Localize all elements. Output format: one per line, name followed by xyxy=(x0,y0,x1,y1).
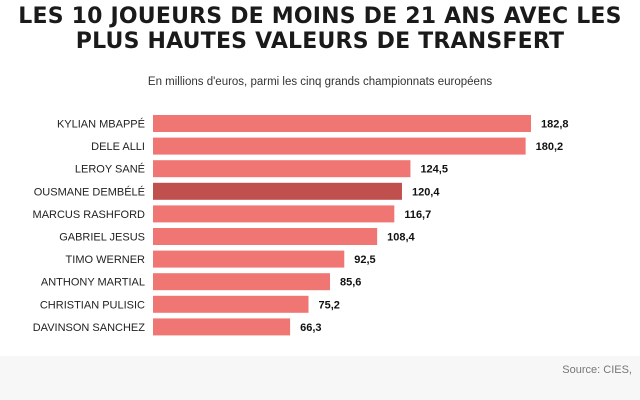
value-label: 182,8 xyxy=(541,119,569,131)
value-label: 66,3 xyxy=(300,322,321,334)
bar xyxy=(153,250,345,268)
category-label: OUSMANE DEMBÉLÉ xyxy=(34,185,145,198)
chart-subtitle: En millions d'euros, parmi les cinq gran… xyxy=(147,76,493,88)
bar xyxy=(153,182,402,200)
bar xyxy=(153,137,526,155)
value-label: 108,4 xyxy=(387,232,415,244)
category-label: GABRIEL JESUS xyxy=(59,232,145,244)
value-label: 120,4 xyxy=(412,186,440,198)
category-label: ANTHONY MARTIAL xyxy=(41,277,145,289)
value-label: 75,2 xyxy=(319,299,340,311)
category-label: MARCUS RASHFORD xyxy=(33,209,146,221)
bar xyxy=(153,273,331,291)
chart-title-line-1: LES 10 JOUEURS DE MOINS DE 21 ANS AVEC L… xyxy=(18,4,622,29)
value-label: 116,7 xyxy=(404,209,431,221)
category-label: TIMO WERNER xyxy=(66,254,145,266)
value-label: 92,5 xyxy=(354,254,375,266)
category-label: KYLIAN MBAPPÉ xyxy=(57,118,145,131)
bar xyxy=(153,160,411,178)
category-label: DELE ALLI xyxy=(91,141,145,153)
bar-chart: KYLIAN MBAPPÉ 182,8 DELE ALLI 180,2 LEROY SA… xyxy=(33,115,569,336)
category-label: CHRISTIAN PULISIC xyxy=(40,299,145,311)
bar xyxy=(153,205,395,223)
bar xyxy=(153,295,309,313)
bar xyxy=(153,318,291,336)
value-label: 124,5 xyxy=(420,164,448,176)
category-label: DAVINSON SANCHEZ xyxy=(33,322,146,334)
chart-title-line-2: PLUS HAUTES VALEURS DE TRANSFERT xyxy=(75,29,565,54)
bar xyxy=(153,228,378,245)
value-label: 180,2 xyxy=(536,141,564,153)
chart-title: LES 10 JOUEURS DE MOINS DE 21 ANS AVEC L… xyxy=(0,4,640,54)
category-label: LEROY SANÉ xyxy=(75,163,145,176)
source-note: Source: CIES, xyxy=(562,364,632,376)
footer-band xyxy=(0,356,640,400)
bar xyxy=(153,115,531,132)
value-label: 85,6 xyxy=(340,277,361,289)
